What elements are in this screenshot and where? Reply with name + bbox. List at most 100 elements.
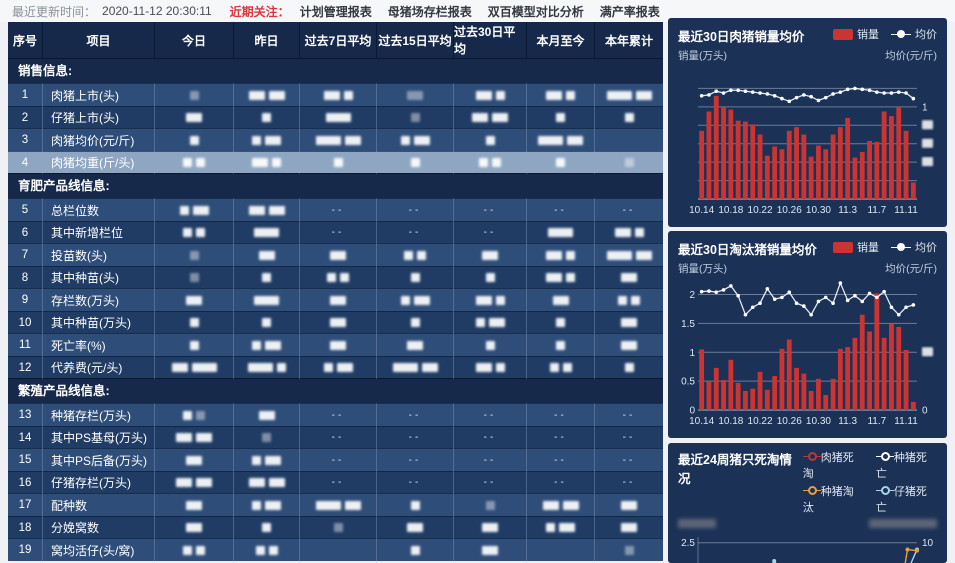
- redacted-value: [635, 90, 652, 100]
- ring-swatch-icon: [875, 451, 894, 461]
- table-row[interactable]: 16 仔猪存栏(万头) -- -- -- -- --: [8, 470, 663, 494]
- table-row[interactable]: 17 配种数: [8, 493, 663, 517]
- redacted-value: [417, 250, 426, 260]
- row-label: 分娩窝数: [43, 515, 155, 539]
- table-row[interactable]: 10 其中种苗(万头): [8, 310, 663, 334]
- topbar-menu-item-4[interactable]: 满产率报表: [599, 4, 660, 19]
- data-cell: [234, 198, 300, 222]
- redacted-value: [183, 545, 192, 555]
- legend-item-均价[interactable]: 均价: [891, 26, 937, 42]
- row-index: 9: [8, 288, 43, 312]
- legend-item-均价[interactable]: 均价: [891, 239, 937, 255]
- redacted-value: [333, 158, 343, 168]
- legend-item-肉猪死淘[interactable]: 肉猪死淘: [802, 449, 864, 481]
- redacted-value: [268, 205, 285, 215]
- bar-swatch-icon: [833, 28, 853, 40]
- redacted-value: [186, 113, 202, 123]
- report-table: 序号 项目 今日 昨日 过去7日平均 过去15日平均 过去30日平均 本月至今 本年累计 销售信…: [8, 22, 663, 562]
- redacted-value: [323, 90, 340, 100]
- redacted-value: [252, 135, 261, 145]
- row-label: 窝均活仔(头/窝): [43, 538, 155, 562]
- data-cell: --: [454, 403, 527, 427]
- legend-item-销量[interactable]: 销量: [833, 239, 879, 255]
- empty-value: --: [483, 409, 497, 421]
- redacted-value: [410, 113, 420, 123]
- table-row[interactable]: 19 窝均活仔(头/窝): [8, 538, 663, 562]
- y-axis-label-right: 均价(元/斤): [885, 50, 937, 62]
- redacted-value: [248, 205, 265, 215]
- row-label: 存栏数(万头): [43, 288, 155, 312]
- redacted-value: [410, 158, 420, 168]
- column-header: 过去30日平均: [454, 22, 527, 58]
- legend-label: 种猪死亡: [875, 452, 927, 480]
- table-row[interactable]: 15 其中PS后备(万头) -- -- -- -- --: [8, 448, 663, 472]
- table-row[interactable]: 7 投苗数(头): [8, 243, 663, 267]
- svg-text:1.5: 1.5: [681, 319, 695, 330]
- table-row[interactable]: 5 总栏位数 -- -- -- -- --: [8, 198, 663, 222]
- data-cell: [234, 220, 300, 244]
- redacted-value: [392, 363, 418, 373]
- redacted-value: [262, 113, 271, 123]
- table-row[interactable]: 6 其中新增栏位 -- -- --: [8, 220, 663, 244]
- table-row[interactable]: 14 其中PS基母(万头) -- -- -- -- --: [8, 425, 663, 449]
- data-cell: [595, 333, 663, 357]
- table-row[interactable]: 9 存栏数(万头): [8, 288, 663, 312]
- legend-label: 均价: [915, 242, 937, 254]
- redacted-value: [624, 158, 634, 168]
- table-row[interactable]: 11 死亡率(%): [8, 333, 663, 357]
- topbar-menu-item-2[interactable]: 母猪场存栏报表: [387, 4, 472, 19]
- redacted-value: [556, 318, 565, 328]
- redacted-value: [340, 273, 349, 283]
- table-row[interactable]: 12 代养费(元/头): [8, 355, 663, 379]
- data-cell: [377, 150, 454, 174]
- table-row[interactable]: 13 种猪存栏(万头) -- -- -- -- --: [8, 403, 663, 427]
- legend-label: 均价: [915, 29, 937, 41]
- redacted-value: [482, 545, 498, 555]
- legend-item-销量[interactable]: 销量: [833, 26, 879, 42]
- svg-text:0.5: 0.5: [681, 377, 695, 388]
- line-dot-swatch-icon: [891, 242, 911, 253]
- data-cell: [527, 538, 595, 562]
- data-cell: [454, 515, 527, 539]
- redacted-value: [621, 340, 637, 350]
- data-cell: [454, 493, 527, 517]
- redacted-value: [562, 363, 572, 373]
- ring-swatch-icon: [802, 485, 821, 495]
- legend-item-种猪淘汰[interactable]: 种猪淘汰: [802, 483, 864, 515]
- redacted-value: [189, 318, 199, 328]
- redacted-value: [485, 135, 495, 145]
- recent-focus-label: 近期关注：: [229, 4, 290, 19]
- column-header: 项目: [43, 22, 155, 58]
- legend-item-种猪死亡[interactable]: 种猪死亡: [875, 449, 937, 481]
- table-row[interactable]: 2 仔猪上市(头): [8, 105, 663, 129]
- redacted-value: [479, 158, 488, 168]
- column-header: 今日: [155, 22, 234, 58]
- data-cell: --: [527, 448, 595, 472]
- svg-text:1: 1: [922, 102, 928, 113]
- data-cell: [155, 198, 234, 222]
- section-header-row: 销售信息:: [8, 58, 663, 83]
- empty-value: --: [554, 204, 567, 216]
- topbar-menu-item-3[interactable]: 双百模型对比分析: [487, 4, 584, 19]
- data-cell: [527, 493, 595, 517]
- table-row[interactable]: 3 肉猪均价(元/斤): [8, 128, 663, 152]
- data-cell: [527, 333, 595, 357]
- table-row[interactable]: 18 分娩窝数: [8, 515, 663, 539]
- redacted-value: [330, 318, 346, 328]
- redacted-value: [618, 295, 627, 305]
- data-cell: [234, 150, 300, 174]
- svg-text:10.18: 10.18: [718, 205, 743, 216]
- data-cell: --: [300, 403, 377, 427]
- table-row[interactable]: 4 肉猪均重(斤/头): [8, 150, 663, 174]
- topbar-menu-item-1[interactable]: 计划管理报表: [299, 4, 372, 19]
- data-cell: [155, 538, 234, 562]
- data-cell: [527, 150, 595, 174]
- table-row[interactable]: 8 其中种苗(头): [8, 265, 663, 289]
- legend-item-仔猪死亡[interactable]: 仔猪死亡: [875, 483, 937, 515]
- redacted-value: [272, 158, 281, 168]
- redacted-value: [566, 90, 575, 100]
- svg-text:10.30: 10.30: [806, 205, 831, 216]
- data-cell: [377, 310, 454, 334]
- redacted-value: [413, 135, 430, 145]
- table-row[interactable]: 1 肉猪上市(头): [8, 83, 663, 107]
